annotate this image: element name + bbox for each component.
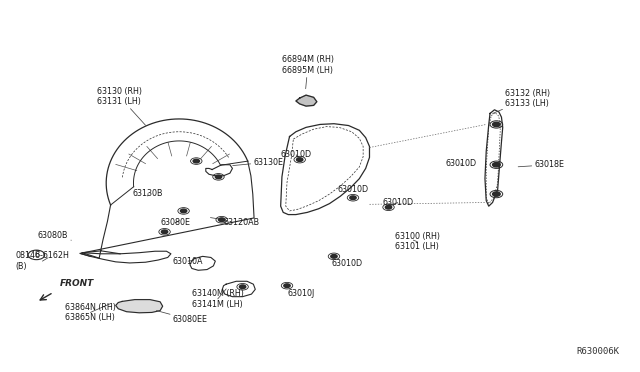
- Circle shape: [180, 209, 187, 213]
- Text: 63130B: 63130B: [133, 189, 163, 198]
- Circle shape: [239, 285, 246, 289]
- Text: 63010D: 63010D: [281, 150, 312, 159]
- Polygon shape: [296, 95, 317, 106]
- Circle shape: [161, 230, 168, 234]
- Text: R630006K: R630006K: [577, 347, 620, 356]
- Text: 63010D: 63010D: [332, 256, 362, 268]
- Text: 63100 (RH)
63101 (LH): 63100 (RH) 63101 (LH): [395, 232, 440, 251]
- Text: FRONT: FRONT: [60, 279, 94, 288]
- Text: 63864N (RH)
63865N (LH): 63864N (RH) 63865N (LH): [65, 303, 116, 322]
- Polygon shape: [116, 299, 163, 313]
- Circle shape: [331, 254, 337, 258]
- Text: 63120AB: 63120AB: [211, 218, 260, 227]
- Text: 63080E: 63080E: [160, 218, 190, 227]
- Text: 66894M (RH)
66895M (LH): 66894M (RH) 66895M (LH): [282, 55, 334, 89]
- Text: 08146-6162H
(B): 08146-6162H (B): [15, 251, 69, 271]
- Circle shape: [218, 218, 225, 222]
- Text: 63010A: 63010A: [173, 257, 204, 266]
- Text: 63130 (RH)
63131 (LH): 63130 (RH) 63131 (LH): [97, 87, 145, 125]
- Text: 63080EE: 63080EE: [156, 311, 208, 324]
- Text: 63080B: 63080B: [38, 231, 71, 240]
- Text: 63140M (RH)
63141M (LH): 63140M (RH) 63141M (LH): [192, 289, 244, 308]
- Text: B: B: [34, 250, 39, 259]
- Circle shape: [493, 163, 500, 167]
- Circle shape: [493, 192, 500, 196]
- Text: 63010D: 63010D: [338, 185, 369, 198]
- Text: 63010J: 63010J: [287, 286, 314, 298]
- Circle shape: [385, 205, 392, 209]
- Text: 63018E: 63018E: [518, 160, 564, 169]
- Circle shape: [284, 284, 290, 288]
- Text: 63010D: 63010D: [445, 159, 477, 168]
- Circle shape: [350, 196, 356, 199]
- Circle shape: [193, 159, 200, 163]
- Text: 63132 (RH)
63133 (LH): 63132 (RH) 63133 (LH): [493, 89, 550, 113]
- Circle shape: [215, 175, 221, 179]
- Text: 63010D: 63010D: [382, 198, 413, 207]
- Circle shape: [493, 122, 500, 126]
- Text: 63130E: 63130E: [233, 158, 284, 167]
- Circle shape: [296, 158, 303, 161]
